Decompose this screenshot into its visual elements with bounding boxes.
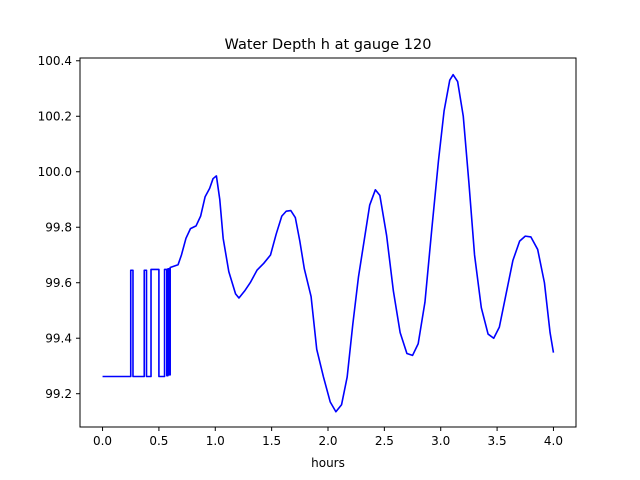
x-axis-ticks: 0.0 0.5 1.0 1.5 2.0 2.5 3.0 3.5 4.0 <box>93 427 563 448</box>
y-tick-label: 100.0 <box>38 165 72 179</box>
chart-title: Water Depth h at gauge 120 <box>225 37 432 53</box>
x-tick-label: 2.5 <box>375 434 394 448</box>
plot-frame <box>79 57 577 428</box>
y-tick-label: 100.2 <box>38 110 72 124</box>
x-tick-label: 2.0 <box>318 434 337 448</box>
y-tick-label: 99.8 <box>45 221 72 235</box>
y-tick-label: 99.4 <box>45 332 72 346</box>
y-tick-label: 99.2 <box>45 387 72 401</box>
x-tick-label: 4.0 <box>544 434 563 448</box>
y-tick-label: 100.4 <box>38 54 72 68</box>
series-line-0 <box>102 73 555 413</box>
x-axis-label: hours <box>311 456 345 470</box>
x-tick-label: 1.5 <box>262 434 281 448</box>
x-tick-label: 0.0 <box>93 434 112 448</box>
x-tick-label: 3.5 <box>488 434 507 448</box>
x-tick-label: 3.0 <box>431 434 450 448</box>
x-tick-label: 0.5 <box>149 434 168 448</box>
series-layer <box>102 73 555 413</box>
y-axis-ticks: 99.2 99.4 99.6 99.8 100.0 100.2 100.4 <box>38 54 80 401</box>
x-tick-label: 1.0 <box>206 434 225 448</box>
y-tick-label: 99.6 <box>45 276 72 290</box>
